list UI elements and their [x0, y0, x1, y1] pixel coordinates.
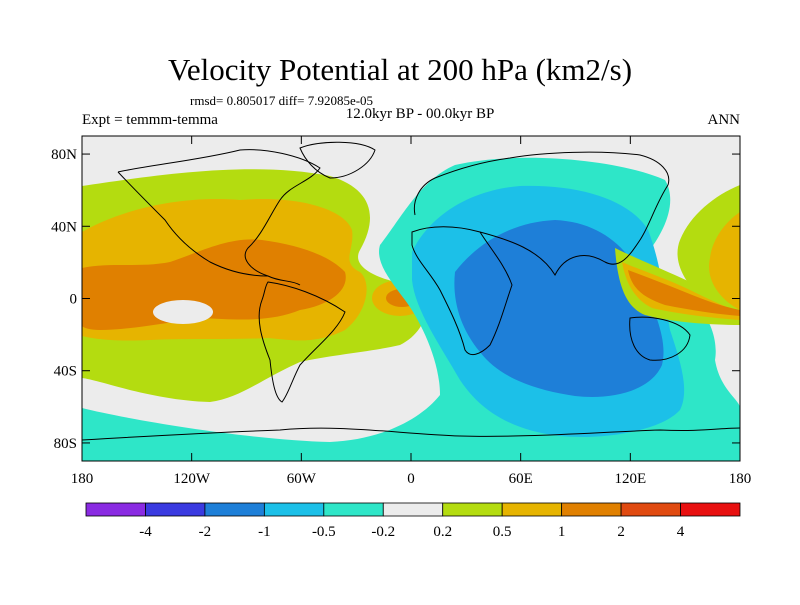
colorbar-label: 0.5: [493, 524, 512, 540]
contour-band-1-2-west: [82, 239, 346, 330]
colorbar-swatch: [620, 502, 681, 517]
period-label: 12.0kyr BP - 00.0kyr BP: [345, 106, 495, 122]
colorbar-swatch: [85, 502, 146, 517]
coastline-australia: [629, 316, 691, 361]
neutral-hole-west: [153, 300, 213, 324]
colorbar-label: -1: [258, 524, 271, 540]
colorbar: -4 -2 -1 -0.5 -0.2 0.2 0.5 1 2 4: [85, 502, 741, 540]
colorbar-swatch: [204, 502, 265, 517]
coastline-asia: [479, 184, 669, 277]
colorbar-label: -2: [199, 524, 212, 540]
coastline-europe: [413, 151, 670, 216]
colorbar-swatch: [501, 502, 563, 517]
colorbar-label: 1: [558, 524, 566, 540]
title: Velocity Potential at 200 hPa (km2/s): [167, 52, 633, 87]
colorbar-label: 0.2: [433, 524, 452, 540]
y-tick-label: 80S: [54, 436, 77, 452]
x-tick-label: 120E: [614, 471, 646, 487]
coastline-south-america: [258, 281, 346, 403]
coastline-greenland: [299, 141, 376, 179]
x-tick-label: 180: [729, 471, 752, 487]
y-tick-label: 80N: [51, 147, 77, 163]
y-tick-label: 40S: [54, 364, 77, 380]
colorbar-swatch: [382, 502, 444, 517]
coastline-africa: [411, 226, 513, 356]
colorbar-swatch: [680, 502, 741, 517]
x-tick-label: 60W: [287, 471, 317, 487]
contour-field: [82, 136, 740, 461]
coastline-antarctica: [82, 427, 740, 441]
colorbar-swatch: [323, 502, 384, 517]
contour-band-0.5-1-pacific: [709, 212, 740, 310]
colorbar-swatch: [561, 502, 622, 517]
x-tick-label: 0: [407, 471, 415, 487]
colorbar-swatch: [442, 502, 503, 517]
colorbar-label: -4: [139, 524, 152, 540]
axes: 180 120W 60W 0 60E 120E 180 80N 40N 0 40S 80S: [51, 136, 751, 487]
y-tick-label: 0: [70, 292, 78, 308]
experiment-label: Expt = temmm-temma: [82, 112, 218, 128]
colorbar-label: -0.5: [312, 524, 336, 540]
colorbar-swatch: [145, 502, 206, 517]
x-tick-label: 120W: [173, 471, 211, 487]
coastline-north-america-west: [117, 171, 269, 277]
coastlines: [82, 141, 740, 441]
colorbar-label: -0.2: [371, 524, 395, 540]
contour-band-1-2-maritime: [628, 270, 740, 316]
season-label: ANN: [707, 112, 741, 128]
colorbar-swatch: [263, 502, 325, 517]
colorbar-label: 2: [617, 524, 625, 540]
stats-text: rmsd= 0.805017 diff= 7.92085e-05: [190, 93, 374, 108]
y-tick-label: 40N: [51, 219, 77, 235]
x-tick-label: 60E: [509, 471, 533, 487]
colorbar-label: 4: [677, 524, 685, 540]
x-tick-label: 180: [71, 471, 94, 487]
